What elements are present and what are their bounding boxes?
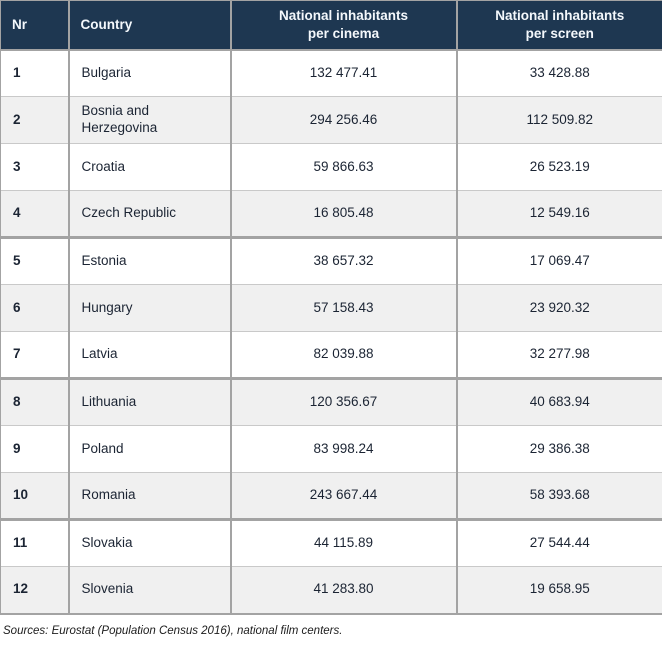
country-cell: Bosnia and Herzegovina (67, 96, 231, 144)
per-screen-cell: 40 683.94 (455, 377, 662, 426)
row-number-cell: 8 (0, 377, 69, 426)
per-cinema-cell: 57 158.43 (229, 284, 457, 332)
row-number-cell: 11 (0, 518, 69, 567)
country-cell: Hungary (67, 284, 231, 332)
per-cinema-cell: 83 998.24 (229, 425, 457, 473)
row-number-cell: 10 (0, 472, 69, 520)
per-screen-cell: 29 386.38 (455, 425, 662, 473)
table-row: 5 Estonia 38 657.32 17 069.47 (0, 236, 662, 285)
per-cinema-cell: 132 477.41 (229, 49, 457, 97)
country-cell: Bulgaria (67, 49, 231, 97)
country-cell: Croatia (67, 143, 231, 191)
sources-note: Sources: Eurostat (Population Census 201… (3, 624, 343, 637)
table-row: 9 Poland 83 998.24 29 386.38 (0, 425, 662, 473)
per-cinema-cell: 243 667.44 (229, 472, 457, 520)
row-number-cell: 2 (0, 96, 69, 144)
per-cinema-cell: 82 039.88 (229, 331, 457, 379)
per-cinema-cell: 16 805.48 (229, 190, 457, 238)
country-cell: Latvia (67, 331, 231, 379)
table-row: 7 Latvia 82 039.88 32 277.98 (0, 331, 662, 379)
per-screen-cell: 17 069.47 (455, 236, 662, 285)
header-per-screen: National inhabitants per screen (455, 0, 662, 51)
per-screen-cell: 19 658.95 (455, 566, 662, 615)
row-number-cell: 7 (0, 331, 69, 379)
per-cinema-cell: 38 657.32 (229, 236, 457, 285)
row-number-cell: 9 (0, 425, 69, 473)
header-per-cinema: National inhabitants per cinema (229, 0, 457, 51)
inhabitants-per-cinema-table: Nr Country National inhabitants per cine… (0, 0, 662, 615)
per-screen-cell: 112 509.82 (455, 96, 662, 144)
per-screen-cell: 23 920.32 (455, 284, 662, 332)
table-row: 2 Bosnia and Herzegovina 294 256.46 112 509… (0, 96, 662, 144)
table-row: 1 Bulgaria 132 477.41 33 428.88 (0, 49, 662, 97)
header-country: Country (67, 0, 231, 51)
per-screen-cell: 32 277.98 (455, 331, 662, 379)
row-number-cell: 6 (0, 284, 69, 332)
country-cell: Slovenia (67, 566, 231, 615)
per-cinema-cell: 120 356.67 (229, 377, 457, 426)
row-number-cell: 3 (0, 143, 69, 191)
row-number-cell: 12 (0, 566, 69, 615)
per-screen-cell: 12 549.16 (455, 190, 662, 238)
table-row: 12 Slovenia 41 283.80 19 658.95 (0, 566, 662, 615)
table-row: 8 Lithuania 120 356.67 40 683.94 (0, 377, 662, 426)
per-cinema-cell: 44 115.89 (229, 518, 457, 567)
country-cell: Czech Republic (67, 190, 231, 238)
table-row: 3 Croatia 59 866.63 26 523.19 (0, 143, 662, 191)
table-row: 11 Slovakia 44 115.89 27 544.44 (0, 518, 662, 567)
country-cell: Romania (67, 472, 231, 520)
header-nr: Nr (0, 0, 69, 51)
country-cell: Poland (67, 425, 231, 473)
header-row: Nr Country National inhabitants per cine… (0, 0, 662, 51)
row-number-cell: 5 (0, 236, 69, 285)
country-cell: Slovakia (67, 518, 231, 567)
country-cell: Estonia (67, 236, 231, 285)
per-cinema-cell: 59 866.63 (229, 143, 457, 191)
per-screen-cell: 58 393.68 (455, 472, 662, 520)
row-number-cell: 4 (0, 190, 69, 238)
per-screen-cell: 33 428.88 (455, 49, 662, 97)
per-screen-cell: 26 523.19 (455, 143, 662, 191)
per-screen-cell: 27 544.44 (455, 518, 662, 567)
table-row: 10 Romania 243 667.44 58 393.68 (0, 472, 662, 520)
row-number-cell: 1 (0, 49, 69, 97)
table-row: 4 Czech Republic 16 805.48 12 549.16 (0, 190, 662, 238)
per-cinema-cell: 41 283.80 (229, 566, 457, 615)
per-cinema-cell: 294 256.46 (229, 96, 457, 144)
country-cell: Lithuania (67, 377, 231, 426)
table-row: 6 Hungary 57 158.43 23 920.32 (0, 284, 662, 332)
